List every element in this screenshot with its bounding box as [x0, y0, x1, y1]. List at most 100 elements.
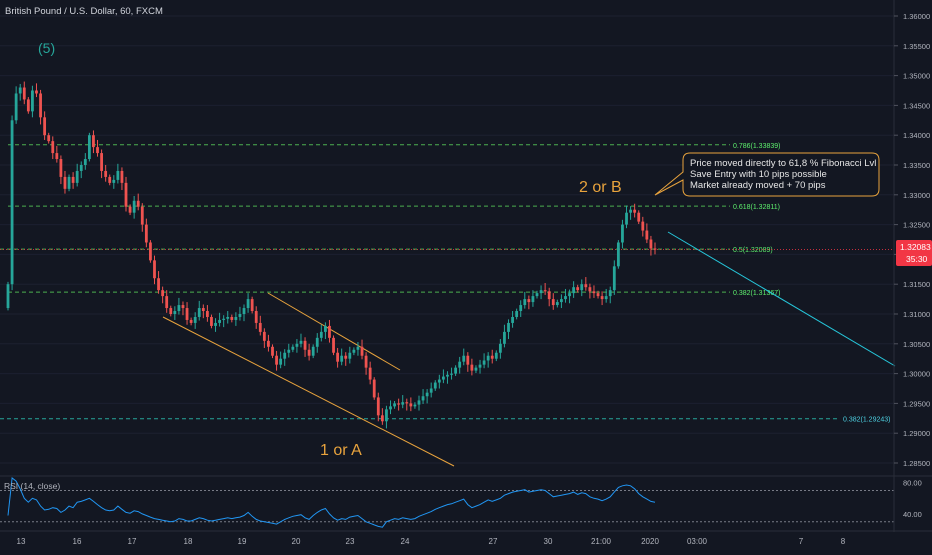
candle-body: [633, 209, 637, 213]
price-tick-label: 1.30000: [903, 370, 930, 379]
candle-body: [6, 284, 10, 309]
candle-body: [645, 230, 649, 240]
candle-body: [380, 415, 384, 422]
candle-body: [413, 404, 417, 407]
candle-body: [279, 358, 283, 365]
candle-body: [515, 311, 519, 317]
candle-body: [295, 343, 299, 347]
candle-body: [433, 382, 437, 389]
candle-body: [470, 364, 474, 371]
candle-body: [47, 135, 51, 142]
candle-body: [197, 308, 201, 317]
time-tick-label: 20: [292, 537, 301, 546]
candle-body: [600, 296, 604, 300]
candle-body: [291, 346, 295, 350]
candle-body: [201, 308, 205, 312]
candle-body: [230, 316, 234, 320]
candle-body: [132, 200, 136, 213]
candle-body: [376, 397, 380, 416]
candle-body: [612, 266, 616, 291]
candle-body: [59, 159, 63, 177]
candle-body: [364, 355, 368, 368]
candle-body: [368, 367, 372, 380]
channel-upper-line: [267, 292, 401, 371]
candle-body: [120, 170, 124, 183]
candle-body: [437, 379, 441, 383]
time-tick-label: 27: [489, 537, 498, 546]
channel-lower-line: [162, 316, 455, 467]
candle-body: [96, 147, 99, 154]
fib-level-label: 0.5(1.32089): [733, 247, 773, 254]
time-tick-label: 24: [401, 537, 410, 546]
candle-body: [271, 346, 274, 356]
candle-body: [63, 176, 67, 189]
time-tick-label: 19: [238, 537, 247, 546]
price-tick-label: 1.34500: [903, 101, 930, 110]
candle-body: [372, 379, 376, 398]
candle-body: [596, 293, 600, 297]
candle-body: [547, 291, 551, 300]
candle-body: [303, 340, 307, 350]
candle-body: [283, 352, 287, 359]
fib-level-label: 0.786(1.33839): [733, 143, 780, 150]
candle-body: [116, 170, 120, 180]
candle-body: [425, 392, 429, 397]
price-tick-label: 1.33500: [903, 161, 930, 170]
candle-body: [462, 355, 466, 362]
candle-body: [393, 403, 396, 407]
candle-body: [250, 299, 254, 312]
candle-body: [165, 296, 169, 309]
annotation-box: [654, 152, 880, 197]
time-tick-label: 8: [841, 537, 846, 546]
candle-body: [22, 87, 26, 100]
candle-body: [555, 302, 559, 306]
fib-level-label: 0.382(1.29243): [843, 417, 890, 424]
candle-body: [356, 346, 360, 350]
candle-body: [592, 291, 596, 294]
candle-body: [568, 293, 571, 297]
candle-body: [332, 337, 335, 353]
candle-body: [580, 284, 584, 291]
candle-body: [104, 170, 108, 177]
candle-body: [494, 352, 498, 359]
candle-body: [18, 87, 22, 94]
candle-body: [287, 349, 291, 353]
candle-body: [576, 287, 580, 291]
candle-body: [185, 308, 189, 320]
fibonacci-levels: 0.786(1.33839) 0.618(1.32811) 0.5(1.32089)…: [0, 143, 894, 424]
candle-body: [254, 311, 258, 323]
rsi-line: [7, 477, 656, 528]
candle-body: [352, 349, 356, 353]
candle-body: [238, 314, 242, 317]
candle-body: [503, 331, 506, 344]
candle-body: [340, 355, 344, 362]
annotation-line-3: Market already moved + 70 pips: [690, 180, 826, 191]
price-tick-label: 1.31000: [903, 310, 930, 319]
candle-body: [385, 409, 388, 422]
candle-body: [14, 93, 18, 121]
rsi-tick-label: 80.00: [903, 479, 922, 488]
candles: [6, 81, 657, 429]
candle-body: [641, 221, 645, 231]
candle-body: [173, 311, 177, 314]
candle-body: [405, 402, 409, 404]
candle-body: [564, 296, 567, 300]
candle-body: [100, 153, 103, 171]
time-tick-label: 17: [128, 537, 137, 546]
fib-level-label: 0.382(1.31367): [733, 290, 780, 297]
candle-body: [584, 284, 588, 288]
candle-body: [328, 325, 331, 338]
candle-body: [539, 290, 543, 294]
annotation-callout[interactable]: Price moved directly to 61,8 % Fibonacci…: [654, 152, 880, 197]
candle-body: [124, 182, 128, 207]
candle-body: [637, 212, 641, 222]
current-price-value: 1.32083: [900, 242, 931, 252]
candle-body: [157, 278, 160, 291]
candle-body: [560, 299, 563, 303]
candle-body: [458, 361, 462, 368]
candle-body: [71, 176, 75, 183]
candle-body: [604, 296, 608, 300]
